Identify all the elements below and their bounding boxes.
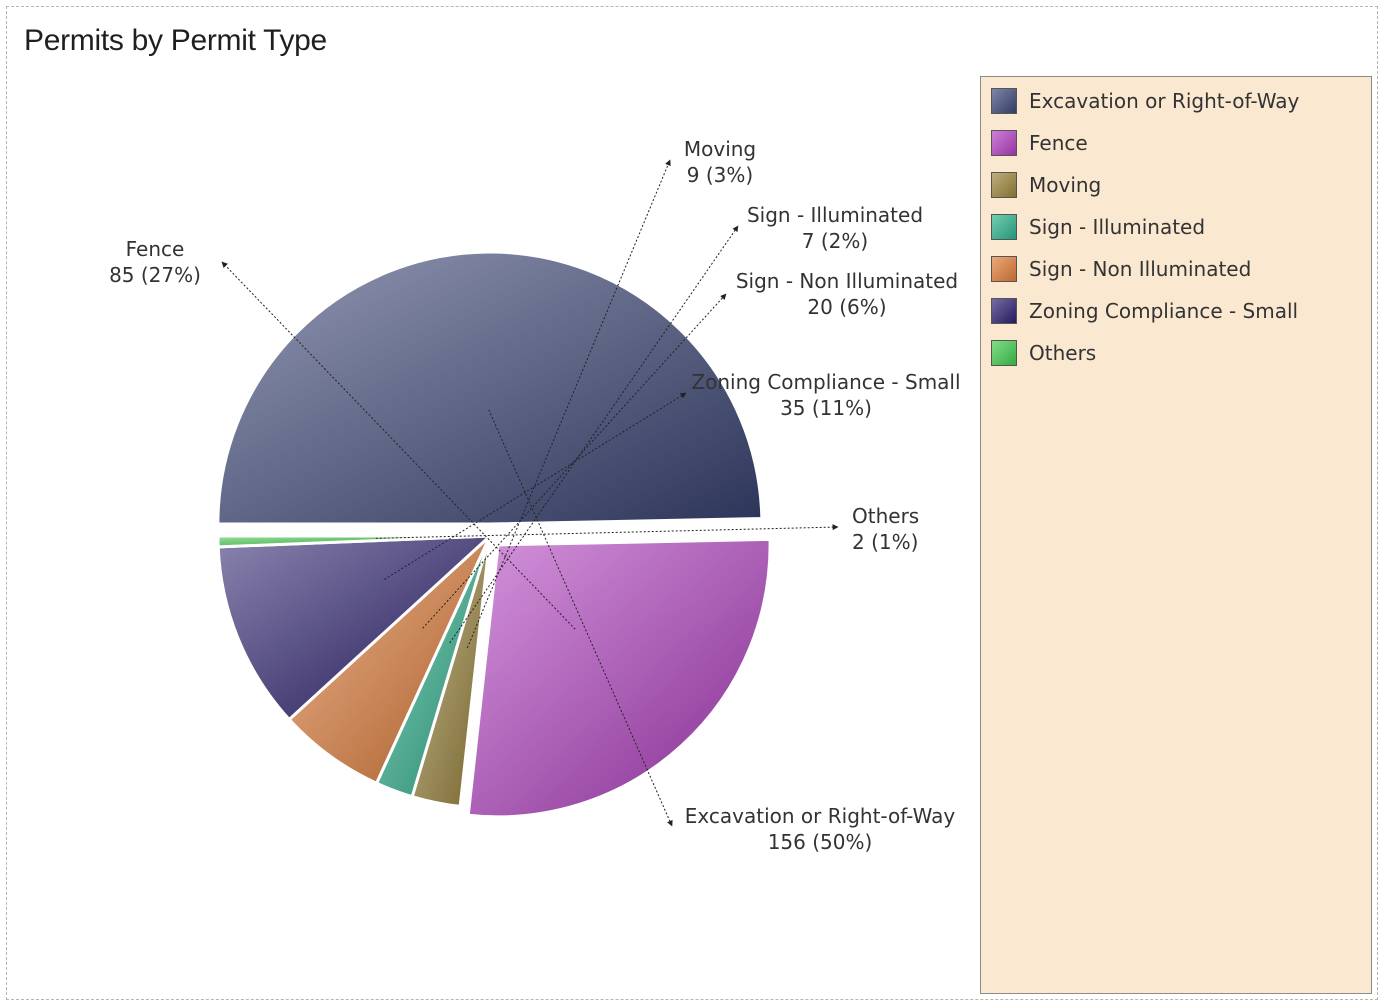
slice-label-name-fence: Fence [126, 237, 185, 261]
legend-label: Excavation or Right-of-Way [1029, 89, 1300, 113]
leader-line-sign-non-illuminated [422, 293, 727, 629]
leader-line-sign-illuminated [449, 225, 739, 644]
legend-item-others: Others [991, 339, 1096, 367]
chart-title: Permits by Permit Type [24, 24, 327, 57]
legend-label: Sign - Illuminated [1029, 215, 1206, 239]
legend-swatch [991, 298, 1017, 324]
legend-item-excavation-or-right-of-way: Excavation or Right-of-Way [991, 87, 1299, 115]
leader-line-others [375, 524, 839, 539]
slice-label-value-fence: 85 (27%) [109, 263, 201, 287]
legend-item-sign-non-illuminated: Sign - Non Illuminated [991, 255, 1251, 283]
slice-label-value-others: 2 (1%) [852, 530, 918, 554]
pie-slice-excavation-or-right-of-way [216, 250, 764, 526]
leader-line-zoning-compliance-small [384, 392, 687, 580]
legend-label: Zoning Compliance - Small [1029, 299, 1299, 323]
legend-label: Fence [1029, 131, 1088, 155]
slice-label-name-others: Others [852, 504, 919, 528]
legend-item-sign-illuminated: Sign - Illuminated [991, 213, 1205, 241]
pie-slice-others [216, 534, 491, 549]
slice-label-value-excavation-or-right-of-way: 156 (50%) [768, 830, 873, 854]
legend-swatch [991, 256, 1017, 282]
legend-label: Sign - Non Illuminated [1029, 257, 1252, 281]
slice-label-value-sign-illuminated: 7 (2%) [802, 229, 868, 253]
leader-line-fence [221, 261, 576, 630]
pie-slice-fence [466, 537, 772, 819]
legend-swatch [991, 214, 1017, 240]
slice-label-name-zoning-compliance-small: Zoning Compliance - Small [691, 370, 960, 394]
legend-label: Moving [1029, 173, 1102, 197]
slice-label-value-moving: 9 (3%) [687, 163, 753, 187]
slice-label-name-moving: Moving [684, 137, 756, 161]
pie-slice-zoning-compliance-small [216, 534, 495, 722]
chart-legend: Excavation or Right-of-Way Fence Moving Sig… [980, 76, 1372, 994]
slice-label-name-excavation-or-right-of-way: Excavation or Right-of-Way [685, 804, 956, 828]
legend-swatch [991, 172, 1017, 198]
leader-line-moving [466, 159, 671, 649]
slice-label-value-zoning-compliance-small: 35 (11%) [780, 396, 872, 420]
legend-swatch [991, 88, 1017, 114]
slice-label-name-sign-illuminated: Sign - Illuminated [747, 203, 923, 227]
slice-label-value-sign-non-illuminated: 20 (6%) [807, 295, 886, 319]
legend-label: Others [1029, 341, 1097, 365]
legend-item-moving: Moving [991, 171, 1101, 199]
legend-item-zoning-compliance-small: Zoning Compliance - Small [991, 297, 1298, 325]
legend-item-fence: Fence [991, 129, 1088, 157]
legend-swatch [991, 340, 1017, 366]
slice-label-name-sign-non-illuminated: Sign - Non Illuminated [736, 269, 958, 293]
legend-swatch [991, 130, 1017, 156]
